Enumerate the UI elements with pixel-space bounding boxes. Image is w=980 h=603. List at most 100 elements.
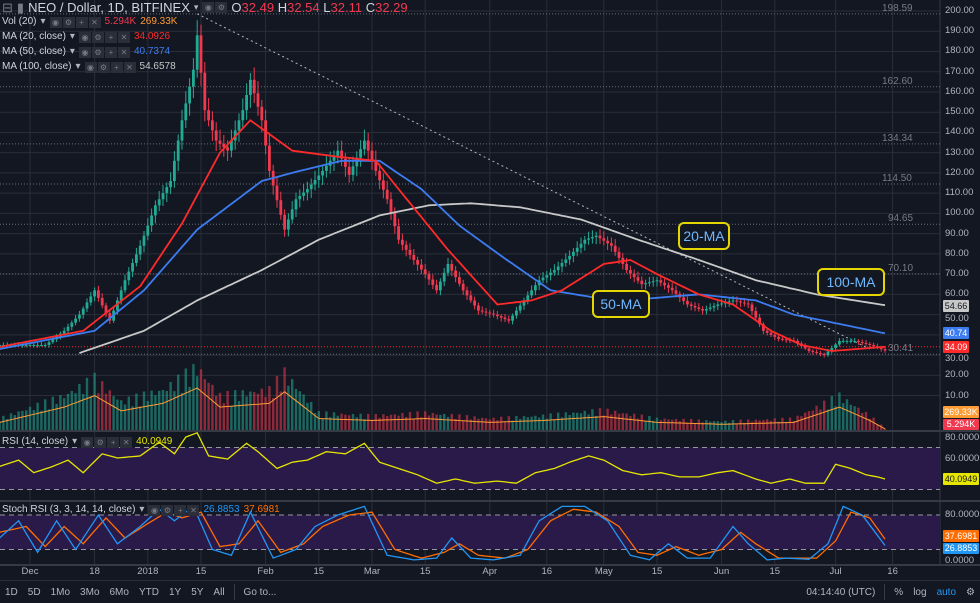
gear-icon[interactable]: ⚙ <box>97 61 110 73</box>
goto-button[interactable]: Go to... <box>243 586 277 598</box>
eye-icon[interactable]: ◉ <box>78 31 91 43</box>
volume-bar <box>6 418 9 430</box>
collapse-icon[interactable]: ⊟ <box>2 0 13 15</box>
stoch-label[interactable]: Stoch RSI (3, 3, 14, 14, close) <box>2 504 136 515</box>
range-button-all[interactable]: All <box>213 586 225 598</box>
range-button-3mo[interactable]: 3Mo <box>80 586 100 598</box>
volume-bar <box>864 411 868 430</box>
plus-icon[interactable]: + <box>107 436 120 448</box>
volume-bar <box>781 417 784 430</box>
close-icon[interactable]: ✕ <box>117 31 130 43</box>
chevron-down-icon[interactable]: ▾ <box>72 436 78 447</box>
gear-icon[interactable]: ⚙ <box>215 2 228 13</box>
chevron-down-icon[interactable]: ▾ <box>139 504 145 515</box>
volume-bar <box>386 416 389 430</box>
annotation-50-ma[interactable]: 50-MA <box>592 290 650 318</box>
annotation-20-ma[interactable]: 20-MA <box>678 222 730 250</box>
candle <box>347 166 351 175</box>
volume-bar <box>750 421 754 430</box>
volume-bar <box>883 428 887 430</box>
volume-bar <box>469 419 472 430</box>
chevron-down-icon[interactable]: ▾ <box>69 31 75 42</box>
indicator-label[interactable]: MA (100, close) <box>2 61 72 72</box>
close-icon[interactable]: ✕ <box>123 61 136 73</box>
indicator-legend: MA (50, close) ▾ ◉ ⚙ + ✕ 40.7374 <box>2 46 170 58</box>
chevron-down-icon[interactable]: ▾ <box>40 16 46 27</box>
chevron-down-icon[interactable]: ▾ <box>75 61 81 72</box>
eye-icon[interactable]: ◉ <box>148 504 161 516</box>
eye-icon[interactable]: ◉ <box>202 2 215 13</box>
settings-gear-icon[interactable]: ⚙ <box>966 586 975 598</box>
close-icon[interactable]: ✕ <box>187 504 200 516</box>
volume-bar <box>302 394 305 430</box>
symbol-title[interactable]: NEO / Dollar, 1D, BITFINEX <box>28 0 190 15</box>
candle <box>549 272 552 276</box>
candle <box>465 290 469 296</box>
candle <box>640 280 644 285</box>
auto-toggle[interactable]: auto <box>936 586 957 598</box>
volume-bar <box>93 372 96 430</box>
gear-icon[interactable]: ⚙ <box>62 16 75 28</box>
volume-bar <box>336 415 339 430</box>
plus-icon[interactable]: + <box>75 16 88 28</box>
volume-bar <box>629 415 632 430</box>
range-button-ytd[interactable]: YTD <box>138 586 159 598</box>
chevron-down-icon[interactable]: ▾ <box>69 46 75 57</box>
range-button-1y[interactable]: 1Y <box>168 586 182 598</box>
volume-bar <box>842 403 845 430</box>
open-value: 32.49 <box>241 0 275 15</box>
candle <box>545 275 549 278</box>
range-button-5y[interactable]: 5Y <box>191 586 204 598</box>
volume-bar <box>762 420 765 430</box>
candle <box>62 330 66 334</box>
volume-bar <box>374 414 377 430</box>
eye-icon[interactable]: ◉ <box>81 436 94 448</box>
volume-bar <box>807 411 811 430</box>
gear-icon[interactable]: ⚙ <box>91 31 104 43</box>
range-button-6mo[interactable]: 6Mo <box>109 586 129 598</box>
indicator-label[interactable]: MA (20, close) <box>2 31 66 42</box>
volume-bar <box>59 395 62 430</box>
chart-canvas[interactable] <box>0 0 980 580</box>
candle <box>602 238 606 241</box>
annotation-100-ma[interactable]: 100-MA <box>817 268 885 296</box>
range-button-1mo[interactable]: 1Mo <box>50 586 71 598</box>
price-axis-label: 20.00 <box>945 369 969 381</box>
close-icon[interactable]: ✕ <box>117 46 130 58</box>
gear-icon[interactable]: ⚙ <box>94 436 107 448</box>
candle <box>104 305 108 314</box>
close-icon[interactable]: ✕ <box>120 436 133 448</box>
percent-toggle[interactable]: % <box>894 586 904 598</box>
candle <box>803 345 807 349</box>
volume-bar <box>686 422 689 430</box>
volume-bar <box>222 403 225 430</box>
eye-icon[interactable]: ◉ <box>78 46 91 58</box>
log-toggle[interactable]: log <box>913 586 927 598</box>
indicator-label[interactable]: MA (50, close) <box>2 46 66 57</box>
candle <box>819 353 822 355</box>
volume-bar <box>348 415 351 430</box>
eye-icon[interactable]: ◉ <box>84 61 97 73</box>
candle <box>355 157 359 167</box>
volume-bar <box>545 418 548 430</box>
rsi-label[interactable]: RSI (14, close) <box>2 436 69 447</box>
plus-icon[interactable]: + <box>104 31 117 43</box>
plus-icon[interactable]: + <box>110 61 123 73</box>
plus-icon[interactable]: + <box>174 504 187 516</box>
range-button-5d[interactable]: 5D <box>27 586 41 598</box>
time-axis-label: Apr <box>482 566 498 577</box>
close-icon[interactable]: ✕ <box>88 16 101 28</box>
volume-bar <box>173 391 176 430</box>
volume-bar <box>264 397 267 430</box>
volume-bar <box>450 413 453 430</box>
plus-icon[interactable]: + <box>104 46 117 58</box>
indicator-label[interactable]: Vol (20) <box>2 16 37 27</box>
candle <box>458 277 461 284</box>
candle <box>598 235 602 239</box>
eye-icon[interactable]: ◉ <box>49 16 62 28</box>
range-button-1d[interactable]: 1D <box>5 586 18 598</box>
candle <box>412 254 416 260</box>
gear-icon[interactable]: ⚙ <box>91 46 104 58</box>
gear-icon[interactable]: ⚙ <box>161 504 174 516</box>
chevron-down-icon[interactable]: ▾ <box>193 2 199 12</box>
